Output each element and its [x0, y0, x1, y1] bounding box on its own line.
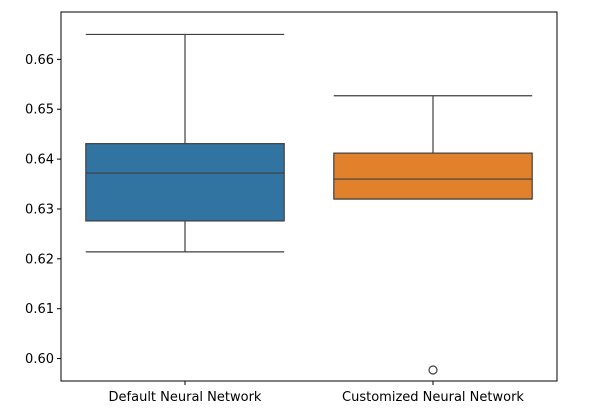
plot-area-frame — [60, 11, 558, 382]
iqr-box — [333, 152, 533, 200]
y-tick-label: 0.60 — [25, 352, 54, 367]
x-axis: Default Neural Network Customized Neural … — [109, 381, 524, 405]
y-axis: 0.60 0.61 0.62 0.63 0.64 0.65 0.66 — [25, 53, 61, 367]
y-tick-label: 0.62 — [25, 252, 54, 267]
y-tick-label: 0.64 — [25, 153, 54, 168]
outlier-point — [428, 365, 438, 375]
x-tick-label: Customized Neural Network — [342, 390, 524, 405]
x-tick-label: Default Neural Network — [109, 390, 262, 405]
y-tick-label: 0.65 — [25, 103, 54, 118]
box-group — [85, 33, 285, 253]
y-tick-label: 0.63 — [25, 202, 54, 217]
y-tick-label: 0.61 — [25, 302, 54, 317]
iqr-box — [85, 143, 285, 222]
y-tick-label: 0.66 — [25, 53, 54, 68]
box-group — [333, 95, 533, 375]
